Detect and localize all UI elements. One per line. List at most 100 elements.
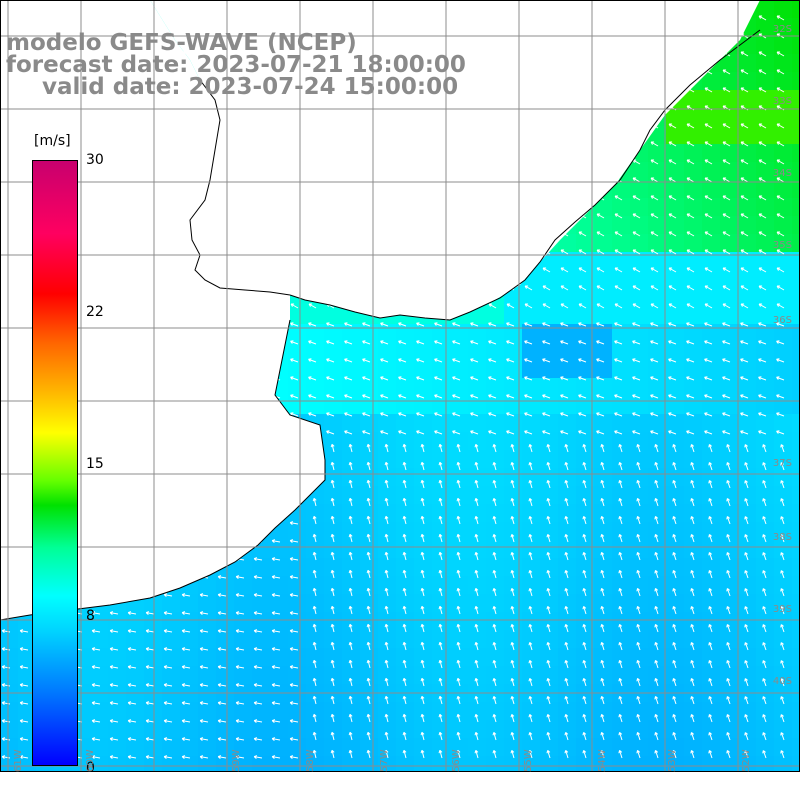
field-cell <box>18 738 36 756</box>
field-cell <box>126 666 144 684</box>
wind-arrow <box>330 479 335 489</box>
wind-arrow <box>402 605 407 615</box>
wind-arrow <box>636 498 641 507</box>
wind-arrow <box>199 665 209 669</box>
field-cell <box>270 612 288 630</box>
wind-arrow <box>416 376 425 381</box>
field-cell <box>396 702 414 720</box>
field-cell <box>306 720 324 738</box>
field-cell <box>414 432 432 450</box>
field-cell <box>648 198 666 216</box>
wind-arrow <box>704 340 713 345</box>
wind-arrow <box>668 358 677 363</box>
wind-arrow <box>780 732 785 741</box>
wind-arrow <box>127 683 137 687</box>
field-cell <box>162 594 180 612</box>
field-cell <box>702 378 720 396</box>
wind-arrow <box>690 732 695 741</box>
field-cell <box>576 648 594 666</box>
wind-arrow <box>344 340 353 345</box>
wind-arrow <box>456 677 461 687</box>
wind-arrow <box>271 611 281 615</box>
field-cell <box>486 432 504 450</box>
lon-label-57w: 57W <box>379 749 390 772</box>
wind-arrow <box>654 588 659 597</box>
wind-arrow <box>456 479 461 489</box>
field-cell <box>18 720 36 738</box>
wind-arrow <box>582 677 587 687</box>
wind-arrow <box>704 195 713 201</box>
field-cell <box>684 522 702 540</box>
wind-arrow <box>528 713 533 723</box>
wind-arrow <box>330 659 335 669</box>
wind-arrow <box>780 516 785 525</box>
field-cell <box>558 756 576 774</box>
wind-arrow <box>384 569 389 579</box>
wind-arrow <box>564 623 569 633</box>
field-cell <box>774 90 792 108</box>
wind-arrow <box>618 696 623 705</box>
wind-arrow <box>690 534 695 543</box>
wind-arrow <box>654 552 659 561</box>
wind-arrow <box>181 719 191 723</box>
wind-arrow <box>492 497 497 507</box>
wind-arrow <box>654 678 659 687</box>
field-cell <box>630 648 648 666</box>
wind-arrow <box>488 394 497 399</box>
field-cell <box>792 522 800 540</box>
field-cell <box>576 720 594 738</box>
wind-arrow <box>510 551 515 561</box>
field-cell <box>666 432 684 450</box>
wind-arrow <box>420 497 425 507</box>
field-cell <box>414 594 432 612</box>
wind-arrow <box>109 737 119 741</box>
field-cell <box>630 342 648 360</box>
field-cell <box>522 738 540 756</box>
wind-arrow <box>546 677 551 687</box>
field-cell <box>522 360 540 378</box>
wind-arrow <box>668 159 677 165</box>
wind-arrow <box>600 587 605 597</box>
field-cell <box>774 540 792 558</box>
wind-arrow <box>452 322 461 327</box>
field-cell <box>702 396 720 414</box>
field-cell <box>288 360 306 378</box>
lon-label-56w: 56W <box>451 749 462 772</box>
field-cell <box>648 162 666 180</box>
wind-arrow <box>163 755 173 759</box>
field-cell <box>450 432 468 450</box>
field-cell <box>756 648 774 666</box>
wind-arrow <box>402 551 407 561</box>
wind-arrow <box>330 641 335 651</box>
wind-arrow <box>127 647 137 651</box>
wind-arrow <box>492 677 497 687</box>
wind-arrow <box>578 322 587 327</box>
wind-arrow <box>312 551 317 561</box>
wind-arrow <box>524 303 533 309</box>
field-cell <box>612 216 630 234</box>
wind-arrow <box>290 376 299 381</box>
wind-arrow <box>780 696 785 705</box>
wind-arrow <box>600 623 605 633</box>
wind-arrow <box>510 461 515 471</box>
field-cell <box>144 756 162 774</box>
field-cell <box>576 738 594 756</box>
field-cell <box>738 450 756 468</box>
wind-arrow <box>636 516 641 525</box>
field-cell <box>594 216 612 234</box>
field-cell <box>630 432 648 450</box>
field-cell <box>0 720 18 738</box>
field-cell <box>288 378 306 396</box>
wind-arrow <box>650 340 659 345</box>
wind-arrow <box>474 587 479 597</box>
wind-arrow <box>308 303 317 309</box>
field-cell <box>450 450 468 468</box>
field-cell <box>792 216 800 234</box>
field-cell <box>450 540 468 558</box>
field-cell <box>774 144 792 162</box>
field-cell <box>774 180 792 198</box>
wind-arrow <box>420 641 425 651</box>
field-cell <box>648 648 666 666</box>
field-cell <box>630 666 648 684</box>
field-cell <box>648 144 666 162</box>
